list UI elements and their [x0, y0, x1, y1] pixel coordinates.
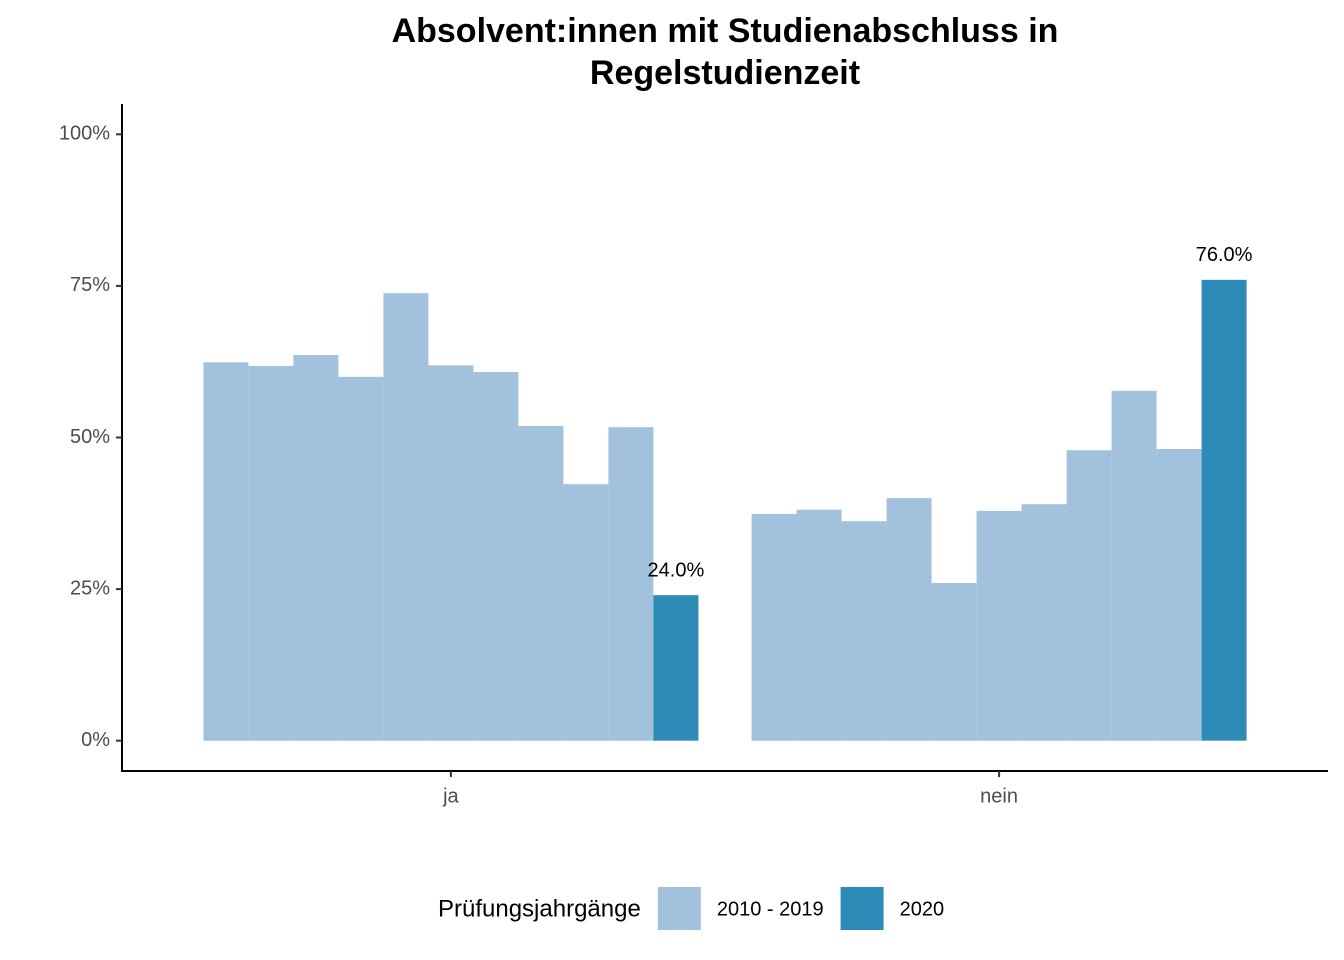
- bar: [751, 513, 797, 741]
- bar: [1111, 390, 1157, 741]
- bar: [518, 425, 564, 741]
- bar: [976, 510, 1022, 741]
- bar: [473, 372, 519, 741]
- bar: [248, 365, 294, 741]
- data-label: 76.0%: [1196, 244, 1253, 266]
- y-tick-label: 0%: [81, 729, 110, 751]
- legend-label: 2010 - 2019: [717, 898, 824, 920]
- x-tick-label: nein: [980, 785, 1018, 807]
- bar: [886, 498, 932, 741]
- bar: [608, 427, 654, 741]
- y-tick-label: 50%: [70, 426, 110, 448]
- legend-swatch: [657, 887, 701, 930]
- bar: [338, 376, 384, 741]
- bar: [1156, 449, 1202, 741]
- bar: [931, 583, 977, 741]
- legend-title: Prüfungsjahrgänge: [438, 895, 641, 922]
- bar: [563, 484, 609, 741]
- y-tick-label: 75%: [70, 274, 110, 296]
- bar: [383, 293, 429, 741]
- legend-swatch: [840, 887, 884, 930]
- chart-title: Absolvent:innen mit Studienabschluss in …: [391, 12, 1059, 92]
- bar: [1201, 279, 1247, 741]
- bar: [293, 355, 339, 741]
- data-label: 24.0%: [648, 559, 705, 581]
- y-tick-label: 100%: [59, 123, 110, 145]
- bar: [653, 595, 699, 741]
- bar: [796, 509, 842, 741]
- bar: [1066, 450, 1112, 741]
- bar: [841, 521, 887, 741]
- bar: [428, 365, 474, 741]
- y-tick-label: 25%: [70, 577, 110, 599]
- x-tick-label: ja: [442, 785, 459, 807]
- legend-label: 2020: [900, 898, 945, 920]
- bar: [203, 362, 249, 741]
- bar: [1021, 504, 1067, 741]
